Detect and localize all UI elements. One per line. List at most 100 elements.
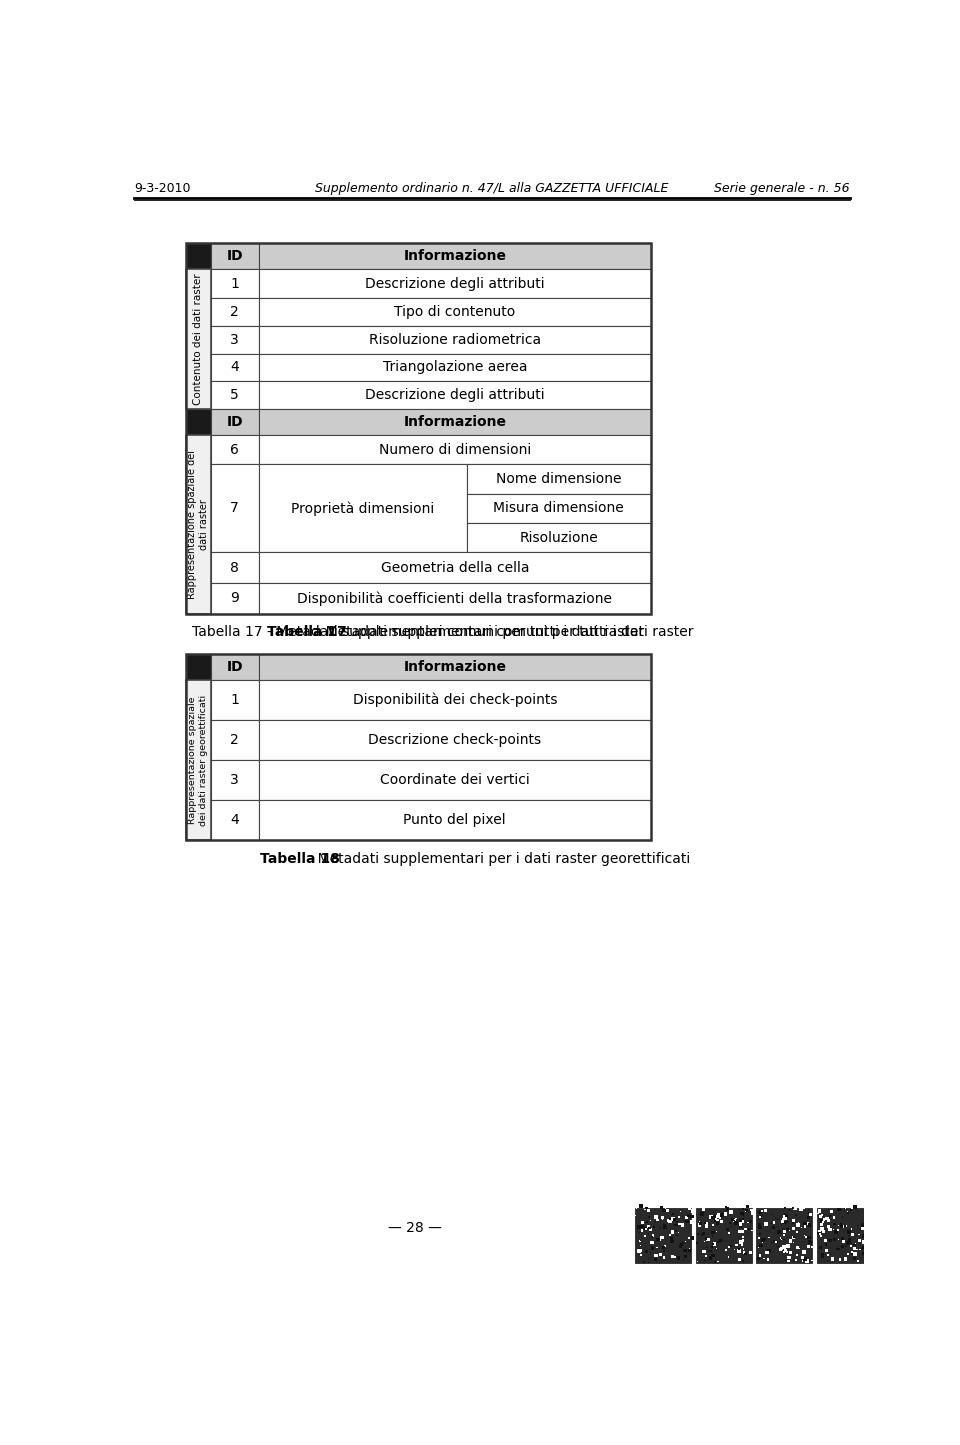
Bar — [688, 1208, 690, 1209]
Bar — [808, 1237, 811, 1238]
Bar — [742, 1235, 744, 1238]
Bar — [259, 760, 651, 801]
Bar — [186, 409, 210, 435]
Bar — [861, 1234, 865, 1238]
Bar — [757, 1257, 760, 1260]
Text: Rappresentazione spaziale dei
dati raster: Rappresentazione spaziale dei dati raste… — [187, 449, 209, 600]
Bar — [869, 1225, 873, 1230]
Bar — [699, 1221, 700, 1222]
Bar — [729, 1221, 732, 1224]
Bar — [724, 1212, 727, 1215]
Bar — [689, 1205, 691, 1208]
Bar — [728, 1233, 730, 1234]
Bar — [786, 1244, 790, 1248]
Bar — [765, 1251, 769, 1254]
Bar — [712, 1243, 716, 1246]
Bar — [654, 1257, 658, 1261]
Bar — [636, 1208, 691, 1263]
Bar — [836, 1204, 840, 1208]
Bar — [833, 1222, 836, 1225]
Bar — [820, 1247, 822, 1248]
Bar — [740, 1241, 743, 1244]
Bar — [789, 1209, 790, 1211]
Bar — [186, 552, 210, 582]
Bar — [637, 1248, 641, 1251]
Text: Geometria della cella: Geometria della cella — [380, 561, 529, 575]
Bar — [748, 1228, 750, 1230]
Bar — [780, 1237, 781, 1238]
Bar — [766, 1259, 769, 1261]
Bar — [847, 1253, 849, 1256]
Bar — [867, 1240, 870, 1243]
Bar — [210, 327, 259, 354]
Bar — [649, 1230, 652, 1233]
Bar — [803, 1257, 806, 1261]
Bar — [783, 1238, 785, 1240]
Bar — [688, 1248, 690, 1250]
Bar — [784, 1217, 787, 1220]
Bar — [836, 1248, 839, 1250]
Bar — [768, 1237, 770, 1238]
Bar — [674, 1256, 676, 1257]
Bar — [853, 1205, 857, 1209]
Bar — [711, 1231, 714, 1234]
Bar — [660, 1227, 661, 1228]
Bar — [716, 1215, 719, 1218]
Bar — [677, 1221, 678, 1222]
Bar — [764, 1221, 768, 1225]
Bar — [649, 1228, 652, 1231]
Bar — [768, 1250, 771, 1253]
Bar — [210, 409, 259, 435]
Bar — [732, 1220, 736, 1222]
Bar — [820, 1227, 824, 1231]
Bar — [709, 1250, 711, 1253]
Bar — [730, 1211, 732, 1214]
Bar — [846, 1241, 850, 1244]
Bar — [792, 1220, 795, 1222]
Bar — [823, 1230, 826, 1233]
Bar — [793, 1237, 795, 1238]
Bar — [782, 1246, 786, 1250]
Bar — [834, 1231, 838, 1234]
Bar — [186, 582, 210, 614]
Bar — [662, 1209, 665, 1212]
Bar — [840, 1225, 843, 1228]
Bar — [467, 494, 651, 523]
Bar — [776, 1241, 778, 1243]
Bar — [696, 1208, 752, 1263]
Bar — [792, 1235, 795, 1238]
Bar — [783, 1248, 787, 1251]
Bar — [730, 1244, 732, 1247]
Bar — [822, 1214, 823, 1215]
Bar — [644, 1209, 645, 1211]
Bar — [826, 1248, 828, 1251]
Bar — [690, 1215, 694, 1218]
Bar — [210, 381, 259, 409]
Bar — [850, 1209, 852, 1211]
Bar — [780, 1247, 783, 1250]
Text: ID: ID — [227, 660, 243, 673]
Bar — [259, 243, 651, 269]
Bar — [777, 1231, 780, 1234]
Bar — [840, 1222, 842, 1225]
Bar — [210, 269, 259, 298]
Bar — [781, 1221, 785, 1224]
Bar — [827, 1218, 830, 1222]
Bar — [857, 1260, 859, 1261]
Bar — [862, 1251, 865, 1254]
Bar — [671, 1256, 674, 1259]
Bar — [659, 1238, 661, 1241]
Text: 9: 9 — [230, 591, 239, 605]
Bar — [833, 1217, 835, 1218]
Bar — [706, 1225, 708, 1228]
Bar — [819, 1215, 822, 1218]
Bar — [651, 1246, 654, 1248]
Bar — [641, 1230, 643, 1231]
Text: Proprietà dimensioni: Proprietà dimensioni — [291, 501, 434, 516]
Bar — [675, 1224, 677, 1225]
Text: 4: 4 — [230, 814, 239, 827]
Bar — [763, 1257, 765, 1259]
Bar — [650, 1241, 654, 1244]
Bar — [797, 1259, 798, 1260]
Text: Rappresentazione spaziale
dei dati raster georettificati: Rappresentazione spaziale dei dati raste… — [188, 695, 208, 825]
